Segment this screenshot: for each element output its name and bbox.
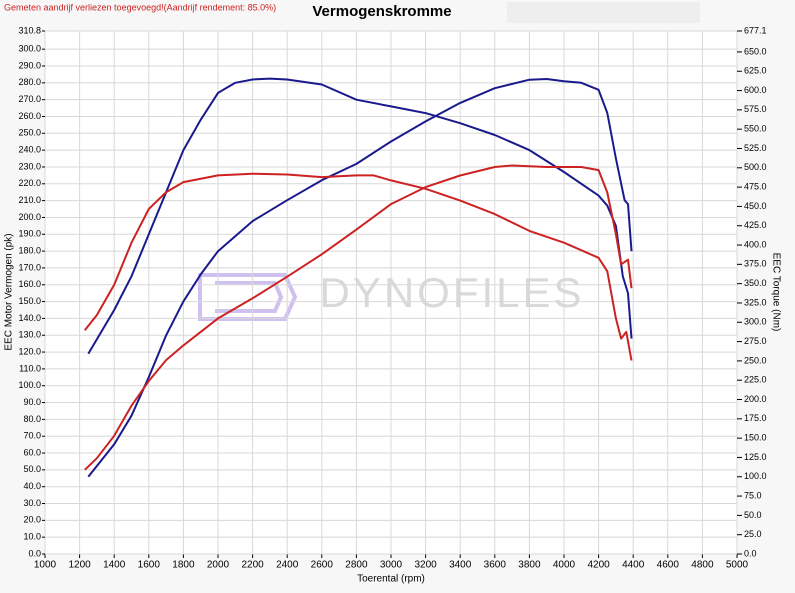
x-tick-label: 2000	[207, 560, 230, 571]
data-line	[84, 172, 633, 361]
y-tick-label: 190.0	[18, 229, 41, 239]
y-tick-label: 290.0	[18, 60, 41, 70]
y-tick-label: 200.0	[18, 212, 41, 222]
y2-tick-label: 500.0	[744, 162, 767, 172]
y-tick-label: 280.0	[18, 77, 41, 87]
y-tick-label: 0.0	[28, 548, 41, 558]
x-tick-label: 3800	[518, 560, 541, 571]
chart-title: Vermogenskromme	[312, 3, 451, 20]
x-tick-label: 1000	[34, 560, 57, 571]
x-tick-label: 3000	[380, 560, 403, 571]
y2-tick-label: 550.0	[744, 124, 767, 134]
x-tick-label: 1400	[103, 560, 126, 571]
x-tick-label: 4800	[691, 560, 714, 571]
y-tick-label: 180.0	[18, 245, 41, 255]
x-tick-label: 1600	[138, 560, 161, 571]
y-tick-label: 10.0	[23, 532, 41, 542]
y-tick-label: 20.0	[23, 515, 41, 525]
y-tick-label: 170.0	[18, 262, 41, 272]
watermark: DYNOFILES	[319, 269, 584, 316]
y2-tick-label: 125.0	[744, 452, 767, 462]
y2-tick-label: 425.0	[744, 220, 767, 230]
x-tick-label: 2600	[311, 560, 334, 571]
y2-tick-label: 325.0	[744, 297, 767, 307]
x-tick-label: 1800	[172, 560, 195, 571]
y2-tick-label: 650.0	[744, 46, 767, 56]
watermark-logo	[198, 273, 298, 321]
x-tick-label: 3600	[484, 560, 507, 571]
y-tick-label: 220.0	[18, 178, 41, 188]
x-tick-label: 4000	[553, 560, 576, 571]
y2-tick-label: 300.0	[744, 317, 767, 327]
x-tick-label: 3200	[414, 560, 437, 571]
y2-tick-label: 400.0	[744, 239, 767, 249]
y2-tick-label: 25.0	[744, 529, 762, 539]
x-tick-label: 2800	[345, 560, 368, 571]
y-tick-label: 250.0	[18, 128, 41, 138]
y-tick-label: 240.0	[18, 145, 41, 155]
y2-tick-label: 575.0	[744, 104, 767, 114]
data-line	[84, 164, 633, 471]
y-tick-label: 70.0	[23, 431, 41, 441]
y2-tick-label: 450.0	[744, 201, 767, 211]
y2-tick-label: 225.0	[744, 375, 767, 385]
data-line	[87, 77, 633, 355]
y-tick-label: 310.8	[18, 25, 41, 35]
y2-tick-label: 525.0	[744, 143, 767, 153]
y-tick-label: 300.0	[18, 44, 41, 54]
y-tick-label: 80.0	[23, 414, 41, 424]
y-tick-label: 60.0	[23, 447, 41, 457]
y2-tick-label: 250.0	[744, 355, 767, 365]
y-tick-label: 210.0	[18, 195, 41, 205]
y-tick-label: 260.0	[18, 111, 41, 121]
x-tick-label: 2200	[241, 560, 264, 571]
y-axis-label: EEC Motor Vermogen (pk)	[4, 233, 15, 350]
y2-tick-label: 100.0	[744, 471, 767, 481]
header-box	[507, 2, 700, 23]
y-tick-label: 50.0	[23, 464, 41, 474]
x-tick-label: 4600	[657, 560, 680, 571]
y-tick-label: 110.0	[19, 363, 41, 373]
y-tick-label: 40.0	[23, 481, 41, 491]
y-tick-label: 230.0	[18, 161, 41, 171]
y2-axis-label: EEC Torque (Nm)	[770, 253, 781, 332]
y2-tick-label: 175.0	[744, 413, 767, 423]
x-tick-label: 4200	[587, 560, 610, 571]
y2-tick-label: 75.0	[744, 490, 762, 500]
y2-tick-label: 375.0	[744, 259, 767, 269]
y2-tick-label: 677.1	[744, 25, 767, 35]
y2-tick-label: 350.0	[744, 278, 767, 288]
y2-tick-label: 50.0	[744, 510, 762, 520]
y-tick-label: 130.0	[18, 330, 41, 340]
y2-tick-label: 150.0	[744, 433, 767, 443]
y-tick-label: 140.0	[18, 313, 41, 323]
x-tick-label: 5000	[726, 560, 749, 571]
y-tick-label: 270.0	[18, 94, 41, 104]
y2-tick-label: 625.0	[744, 66, 767, 76]
data-line	[87, 78, 633, 478]
y-tick-label: 160.0	[18, 279, 41, 289]
y2-tick-label: 600.0	[744, 85, 767, 95]
y-tick-label: 100.0	[18, 380, 41, 390]
y-tick-label: 30.0	[23, 498, 41, 508]
y2-tick-label: 200.0	[744, 394, 767, 404]
x-tick-label: 3400	[449, 560, 472, 571]
y2-tick-label: 0.0	[744, 548, 757, 558]
x-tick-label: 2400	[276, 560, 299, 571]
x-tick-label: 4400	[622, 560, 645, 571]
y-tick-label: 120.0	[18, 346, 41, 356]
subtitle: Gemeten aandrijf verliezen toegevoegd!(A…	[4, 2, 276, 12]
y-tick-label: 150.0	[18, 296, 41, 306]
y-tick-label: 90.0	[23, 397, 41, 407]
x-axis-label: Toerental (rpm)	[357, 574, 425, 585]
x-tick-label: 1200	[68, 560, 91, 571]
y2-tick-label: 275.0	[744, 336, 767, 346]
y2-tick-label: 475.0	[744, 181, 767, 191]
